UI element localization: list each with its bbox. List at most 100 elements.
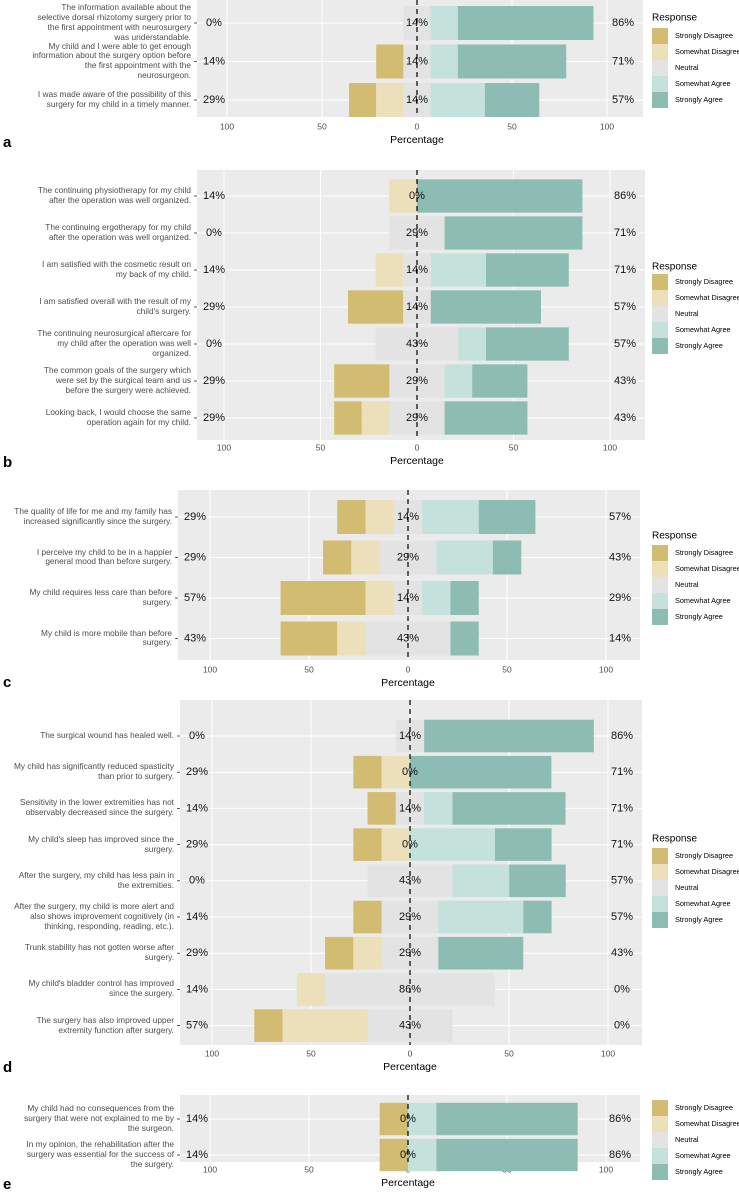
agree-label: 0% (614, 983, 630, 995)
bar-segment (381, 828, 410, 861)
x-tick-label: 50 (507, 121, 517, 131)
agree-label: 29% (609, 592, 631, 604)
bar-segment (337, 500, 366, 534)
bar-segment (365, 500, 394, 534)
legend-title: Response (652, 531, 697, 542)
agree-label: 86% (609, 1113, 631, 1125)
legend-key (652, 306, 668, 322)
legend-key (652, 1164, 668, 1180)
bar-segment (334, 401, 362, 435)
item-label: My child is more mobile than before surg… (41, 627, 172, 648)
x-axis-title: Percentage (381, 677, 435, 689)
agree-label: 71% (614, 227, 636, 239)
legend-title: Response (652, 834, 697, 845)
bar-segment (351, 540, 380, 575)
agree-label: 71% (611, 766, 633, 778)
item-label: My child has significantly reduced spast… (14, 761, 175, 782)
disagree-label: 0% (189, 875, 205, 887)
bar-segment (424, 719, 594, 753)
legend-key (652, 274, 668, 290)
legend-label: Strongly Agree (675, 1167, 723, 1176)
legend-label: Neutral (675, 580, 699, 589)
x-tick-label: 100 (601, 1048, 615, 1058)
bar-segment (361, 401, 390, 435)
bar-segment (353, 936, 382, 970)
neutral-label: 29% (406, 227, 428, 239)
legend-label: Neutral (675, 309, 699, 318)
agree-label: 0% (614, 1020, 630, 1032)
disagree-label: 29% (186, 947, 208, 959)
bar-segment (492, 540, 522, 575)
legend-key (652, 848, 668, 864)
neutral-label: 0% (409, 190, 425, 202)
disagree-label: 29% (203, 412, 225, 424)
agree-label: 57% (614, 301, 636, 313)
bar-segment (430, 290, 542, 324)
disagree-label: 0% (189, 730, 205, 742)
panel-label: a (3, 134, 12, 151)
legend-label: Strongly Disagree (675, 31, 733, 40)
x-axis-title: Percentage (390, 134, 444, 146)
legend-label: Strongly Agree (675, 915, 723, 924)
bar-segment (296, 973, 326, 1006)
bar-segment (452, 792, 566, 825)
item-label: The surgical wound has healed well. (40, 730, 174, 741)
disagree-label: 14% (186, 802, 208, 814)
agree-label: 86% (609, 1149, 631, 1161)
bar-segment (422, 500, 479, 534)
agree-label: 71% (614, 264, 636, 276)
legend-key (652, 1148, 668, 1164)
bar-segment (457, 44, 567, 79)
bar-segment (323, 540, 352, 575)
bar-segment (430, 83, 485, 117)
agree-label: 57% (611, 911, 633, 923)
disagree-label: 29% (184, 551, 206, 563)
bar-segment (436, 540, 493, 575)
x-axis-title: Percentage (381, 1177, 435, 1189)
legend-key (652, 1116, 668, 1132)
neutral-label: 0% (400, 1149, 416, 1161)
legend-key (652, 1132, 668, 1148)
bar-segment (379, 1138, 408, 1172)
bar-segment (417, 179, 583, 213)
bar-segment (408, 1138, 437, 1172)
x-tick-label: 100 (603, 442, 617, 452)
panel-label: d (3, 1059, 12, 1076)
item-label: After the surgery, my child is more aler… (14, 901, 174, 931)
disagree-label: 14% (186, 1113, 208, 1125)
item-label: Trunk stability has not gotten worse aft… (24, 942, 174, 963)
bar-segment (509, 864, 566, 898)
item-label: The information available about the sele… (37, 2, 191, 42)
disagree-label: 0% (206, 227, 222, 239)
item-label: My child's bladder control has improved … (28, 978, 174, 999)
bar-segment (353, 900, 382, 934)
x-tick-label: 50 (502, 664, 512, 674)
agree-label: 71% (612, 55, 634, 67)
item-label: The continuing neurosurgical aftercare f… (37, 328, 191, 358)
disagree-label: 29% (203, 375, 225, 387)
disagree-label: 14% (186, 983, 208, 995)
agree-label: 57% (612, 94, 634, 106)
bar-segment (436, 1138, 578, 1172)
item-label: My child and I were able to get enough i… (32, 40, 191, 81)
legend-key (652, 338, 668, 354)
x-axis-title: Percentage (390, 455, 444, 467)
legend-label: Strongly Agree (675, 95, 723, 104)
x-tick-label: 50 (304, 1164, 314, 1174)
bar-segment (348, 290, 404, 324)
legend-key (652, 880, 668, 896)
bar-segment (367, 792, 396, 825)
x-tick-label: 0 (415, 442, 420, 452)
bar-segment (485, 253, 569, 287)
bar-segment (484, 83, 540, 117)
item-label: Sensitivity in the lower extremities has… (19, 797, 174, 818)
item-label: After the surgery, my child has less pai… (18, 869, 174, 890)
bar-segment (436, 1102, 578, 1136)
x-tick-label: 50 (304, 664, 314, 674)
legend-key (652, 76, 668, 92)
legend-key (652, 609, 668, 625)
x-tick-label: 100 (600, 121, 614, 131)
disagree-label: 14% (203, 55, 225, 67)
item-label: My child requires less care than before … (29, 587, 173, 607)
